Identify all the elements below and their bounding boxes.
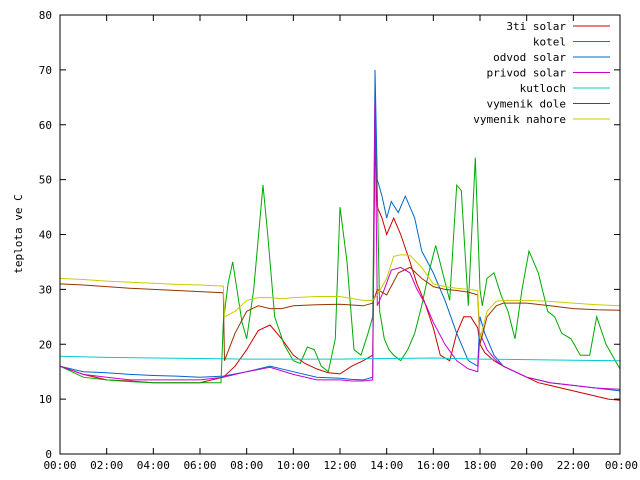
- y-tick-label: 50: [39, 174, 52, 187]
- series-line-vymenik-dole: [59, 266, 621, 361]
- legend-label-vymenik-nahore: vymenik nahore: [473, 113, 566, 126]
- y-tick-label: 30: [39, 283, 52, 296]
- legend-label-3ti-solar: 3ti solar: [506, 20, 566, 33]
- series-layer: [59, 69, 621, 401]
- x-tick-label: 08:00: [230, 459, 263, 472]
- x-tick-label: 20:00: [510, 459, 543, 472]
- y-tick-label: 0: [45, 448, 52, 461]
- y-tick-label: 40: [39, 229, 52, 242]
- y-tick-label: 60: [39, 119, 52, 132]
- x-tick-label: 12:00: [323, 459, 356, 472]
- series-line-3ti-solar: [59, 141, 621, 401]
- legend: 3ti solar kotel odvod solar privod solar kut…: [473, 20, 610, 126]
- x-tick-label: 00:00: [43, 459, 76, 472]
- x-tick-label: 00:00: [605, 459, 638, 472]
- y-tick-label: 70: [39, 64, 52, 77]
- legend-label-kotel: kotel: [533, 36, 566, 49]
- x-tick-label: 22:00: [557, 459, 590, 472]
- legend-label-kutloch: kutloch: [520, 82, 566, 95]
- series-line-kotel: [59, 97, 621, 384]
- series-line-vymenik-nahore: [59, 254, 621, 339]
- x-tick-label: 16:00: [417, 459, 450, 472]
- x-tick-label: 10:00: [277, 459, 310, 472]
- x-tick-label: 14:00: [370, 459, 403, 472]
- y-tick-label: 80: [39, 9, 52, 22]
- y-tick-label: 10: [39, 393, 52, 406]
- y-axis: 0 10 20 30 40 50 60 70 80: [39, 9, 620, 461]
- y-axis-label: teplota ve C: [12, 194, 25, 273]
- x-tick-label: 18:00: [463, 459, 496, 472]
- y-tick-label: 20: [39, 338, 52, 351]
- legend-label-vymenik-dole: vymenik dole: [487, 98, 566, 111]
- x-axis: 00:00 02:00 04:00 06:00 08:00 10:00 12:00 14:00…: [43, 15, 638, 472]
- x-tick-label: 06:00: [183, 459, 216, 472]
- series-line-kutloch: [59, 355, 621, 362]
- legend-label-odvod-solar: odvod solar: [493, 51, 566, 64]
- plot-frame: [59, 14, 621, 455]
- series-line-privod-solar: [59, 102, 621, 390]
- legend-label-privod-solar: privod solar: [487, 67, 567, 80]
- x-tick-label: 02:00: [90, 459, 123, 472]
- x-tick-label: 04:00: [137, 459, 170, 472]
